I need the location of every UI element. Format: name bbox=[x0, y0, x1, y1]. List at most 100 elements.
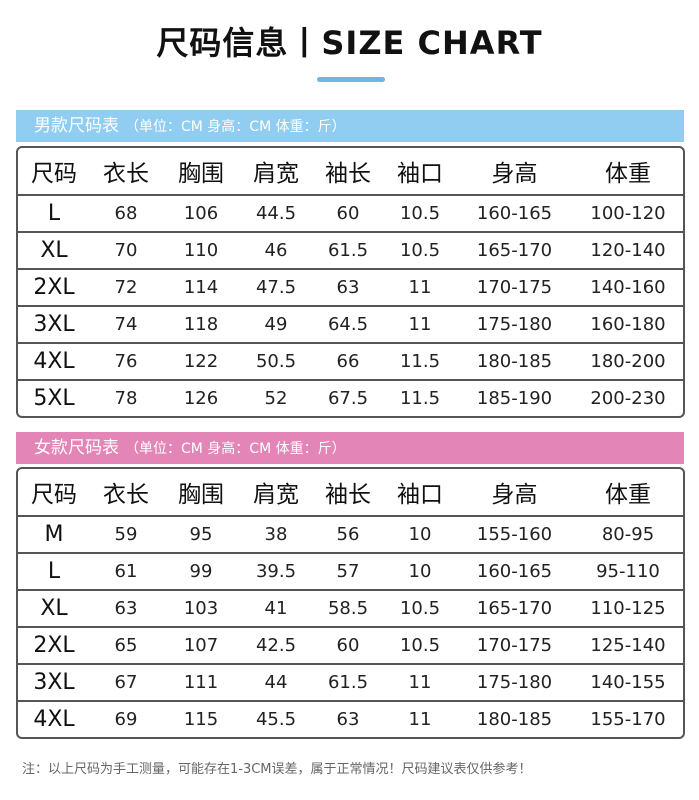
table-cell: 69 bbox=[114, 709, 138, 730]
table-cell: 49 bbox=[240, 307, 312, 344]
men-size-table: 尺码 衣长 胸围 肩宽 袖长 袖口 身高 体重 L 68 106 44.5 60… bbox=[16, 146, 685, 418]
table-cell: 45.5 bbox=[255, 709, 297, 730]
table-cell: 175-180 bbox=[456, 307, 573, 344]
table-cell: 175-180 bbox=[456, 665, 573, 702]
table-cell: 74 bbox=[90, 307, 162, 344]
size-cell: 2XL bbox=[18, 628, 90, 665]
column-header: 衣长 bbox=[90, 469, 162, 517]
table-cell: 10.5 bbox=[384, 196, 456, 233]
table-cell: 10.5 bbox=[384, 628, 456, 665]
column-header: 袖长 bbox=[312, 148, 384, 196]
column-header: 身高 bbox=[456, 469, 573, 517]
table-cell: 38 bbox=[240, 517, 312, 554]
table-cell: 61 bbox=[90, 554, 162, 591]
table-row: 2XL 65 107 42.5 60 10.5 170-175 125-140 bbox=[18, 628, 683, 665]
table-cell: 44.5 bbox=[240, 196, 312, 233]
size-cell: L bbox=[18, 554, 90, 591]
table-cell: 63 bbox=[90, 591, 162, 628]
title-underline bbox=[317, 77, 385, 82]
table-cell: 61.5 bbox=[312, 665, 384, 702]
size-cell: M bbox=[18, 517, 90, 554]
table-row: 5XL 78 126 52 67.5 11.5 185-190 200-230 bbox=[18, 381, 683, 416]
table-cell: 125-140 bbox=[573, 628, 683, 665]
table-cell: 63 bbox=[312, 270, 384, 307]
table-cell: 10.5 bbox=[384, 233, 456, 270]
column-header: 袖口 bbox=[384, 148, 456, 196]
table-cell: 180-185 bbox=[476, 709, 553, 730]
women-header-label: 女款尺码表 bbox=[34, 438, 119, 458]
table-cell: 200-230 bbox=[590, 388, 666, 409]
column-header: 胸围 bbox=[162, 148, 240, 196]
table-cell: 106 bbox=[162, 196, 240, 233]
table-cell: 80-95 bbox=[573, 517, 683, 554]
column-header: 胸围 bbox=[162, 469, 240, 517]
table-cell: 155-170 bbox=[590, 709, 666, 730]
table-cell: 95 bbox=[162, 517, 240, 554]
footnote: 注：以上尺码为手工测量，可能存在1-3CM误差，属于正常情况！尺码建议表仅供参考… bbox=[22, 762, 532, 777]
table-cell: 110 bbox=[162, 233, 240, 270]
page-title: 尺码信息丨SIZE CHART bbox=[156, 24, 543, 62]
size-cell: 3XL bbox=[18, 665, 90, 702]
table-cell: 11 bbox=[384, 270, 456, 307]
women-section-header: 女款尺码表 （单位：CM 身高：CM 体重：斤） bbox=[16, 432, 684, 464]
table-cell: 76 bbox=[90, 344, 162, 381]
table-row: 4XL 69 115 45.5 63 11 180-185 155-170 bbox=[18, 702, 683, 737]
table-cell: 57 bbox=[312, 554, 384, 591]
table-cell: 59 bbox=[90, 517, 162, 554]
table-cell: 115 bbox=[183, 709, 219, 730]
table-cell: 78 bbox=[114, 388, 138, 409]
table-cell: 61.5 bbox=[312, 233, 384, 270]
table-row: L 61 99 39.5 57 10 160-165 95-110 bbox=[18, 554, 683, 591]
table-cell: 60 bbox=[312, 196, 384, 233]
table-cell: 114 bbox=[162, 270, 240, 307]
table-row: 3XL 67 111 44 61.5 11 175-180 140-155 bbox=[18, 665, 683, 702]
men-unit-note: （单位：CM 身高：CM 体重：斤） bbox=[125, 119, 346, 135]
size-cell: 5XL bbox=[33, 386, 75, 411]
table-cell: 52 bbox=[264, 388, 288, 409]
size-cell: 4XL bbox=[18, 344, 90, 381]
table-cell: 120-140 bbox=[573, 233, 683, 270]
size-cell: 3XL bbox=[18, 307, 90, 344]
table-cell: 56 bbox=[312, 517, 384, 554]
table-cell: 95-110 bbox=[573, 554, 683, 591]
table-cell: 10 bbox=[384, 517, 456, 554]
table-cell: 42.5 bbox=[240, 628, 312, 665]
men-header-label: 男款尺码表 bbox=[34, 116, 119, 136]
table-cell: 155-160 bbox=[456, 517, 573, 554]
column-header: 肩宽 bbox=[240, 469, 312, 517]
table-cell: 165-170 bbox=[456, 233, 573, 270]
table-cell: 140-155 bbox=[573, 665, 683, 702]
table-cell: 11 bbox=[384, 307, 456, 344]
table-cell: 10 bbox=[384, 554, 456, 591]
table-cell: 160-180 bbox=[573, 307, 683, 344]
women-header-row: 尺码 衣长 胸围 肩宽 袖长 袖口 身高 体重 bbox=[18, 469, 683, 517]
men-section-header: 男款尺码表 （单位：CM 身高：CM 体重：斤） bbox=[16, 110, 684, 142]
table-row: 3XL 74 118 49 64.5 11 175-180 160-180 bbox=[18, 307, 683, 344]
table-cell: 70 bbox=[90, 233, 162, 270]
table-cell: 67 bbox=[90, 665, 162, 702]
table-cell: 103 bbox=[162, 591, 240, 628]
table-cell: 180-185 bbox=[456, 344, 573, 381]
table-row: M 59 95 38 56 10 155-160 80-95 bbox=[18, 517, 683, 554]
table-row: 4XL 76 122 50.5 66 11.5 180-185 180-200 bbox=[18, 344, 683, 381]
table-cell: 10.5 bbox=[384, 591, 456, 628]
women-size-table: 尺码 衣长 胸围 肩宽 袖长 袖口 身高 体重 M 59 95 38 56 10… bbox=[16, 467, 685, 739]
table-cell: 39.5 bbox=[240, 554, 312, 591]
table-cell: 60 bbox=[312, 628, 384, 665]
table-cell: 140-160 bbox=[573, 270, 683, 307]
table-row: L 68 106 44.5 60 10.5 160-165 100-120 bbox=[18, 196, 683, 233]
table-cell: 68 bbox=[90, 196, 162, 233]
column-header: 肩宽 bbox=[240, 148, 312, 196]
table-cell: 126 bbox=[183, 388, 219, 409]
column-header: 体重 bbox=[573, 148, 683, 196]
table-cell: 65 bbox=[90, 628, 162, 665]
women-unit-note: （单位：CM 身高：CM 体重：斤） bbox=[125, 441, 346, 457]
table-cell: 41 bbox=[240, 591, 312, 628]
table-cell: 67.5 bbox=[327, 388, 369, 409]
table-cell: 11 bbox=[408, 709, 432, 730]
table-cell: 118 bbox=[162, 307, 240, 344]
column-header: 衣长 bbox=[90, 148, 162, 196]
table-cell: 11.5 bbox=[399, 388, 441, 409]
table-cell: 63 bbox=[336, 709, 360, 730]
table-cell: 66 bbox=[312, 344, 384, 381]
